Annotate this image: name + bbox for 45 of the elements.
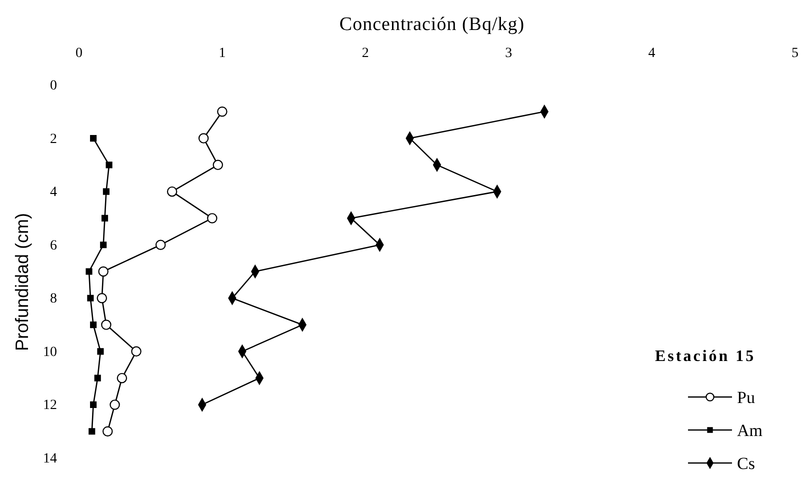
point [98,266,108,277]
x-tick-label: 1 [218,46,226,61]
x-tick-label: 3 [505,46,512,61]
y-tick-label: 6 [50,238,57,254]
point [217,106,228,117]
x-tick-label: 2 [362,46,369,61]
point [90,134,97,142]
point [94,374,101,382]
point [97,348,104,355]
point [88,428,96,435]
point [116,372,128,384]
y-tick-label: 12 [43,398,57,414]
point [90,401,97,408]
y-axis-title: Profundidad (cm) [12,212,32,352]
point [87,294,94,302]
point [212,160,224,170]
point [207,213,218,224]
legend-label: Cs [737,454,755,473]
point [110,400,120,410]
point [90,321,97,328]
y-tick-label: 2 [50,132,57,147]
point [155,240,166,250]
y-tick-label: 4 [50,185,57,200]
point [166,186,178,197]
x-tick-label: 5 [792,46,798,61]
x-tick-label: 0 [76,46,82,61]
x-axis-title: Concentración (Bq/kg) [339,14,525,35]
legend-title: Estación 15 [655,348,756,365]
point [131,346,142,357]
legend-label: Am [737,421,762,440]
point [101,214,108,222]
point [198,133,209,144]
point [106,162,112,168]
y-tick-label: 14 [43,451,57,466]
y-tick-label: 10 [43,344,57,360]
point [102,426,113,436]
point [100,242,107,248]
point [101,320,112,330]
y-tick-label: 0 [50,78,57,94]
x-tick-label: 4 [648,46,656,61]
point [96,293,108,304]
y-tick-label: 8 [50,292,57,307]
point [86,268,92,275]
legend-label: Pu [737,388,756,407]
point [102,188,110,195]
